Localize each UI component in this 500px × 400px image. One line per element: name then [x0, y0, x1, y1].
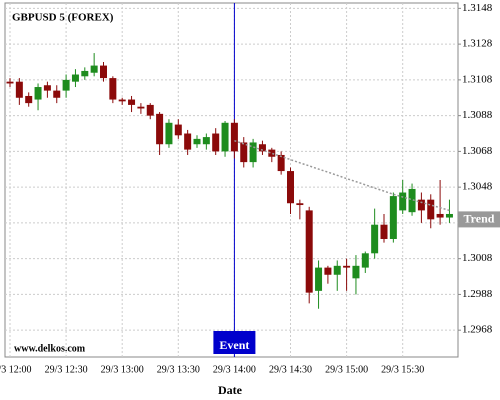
candle-body — [81, 70, 89, 77]
candle-body — [277, 154, 285, 172]
candle-body — [202, 137, 210, 145]
candle-body — [118, 99, 126, 102]
candle-body — [15, 81, 23, 98]
candle-body — [361, 253, 369, 268]
chart-title: GBPUSD 5 (FOREX) — [12, 12, 114, 24]
candle-body — [324, 267, 332, 275]
y-tick-label: 1.3068 — [462, 145, 493, 157]
trend-line — [234, 139, 450, 212]
candle-body — [315, 267, 323, 291]
candle-body — [43, 85, 51, 91]
candle-body — [62, 79, 70, 91]
candle-body — [333, 265, 341, 275]
x-tick-label: 29/3 13:30 — [157, 364, 200, 375]
trend-label: Trend — [464, 212, 495, 226]
candle-body — [399, 192, 407, 211]
y-tick-label: 1.2968 — [462, 324, 493, 336]
x-tick-label: 29/3 15:00 — [325, 364, 368, 375]
candle-body — [221, 122, 229, 152]
y-tick-label: 1.3088 — [462, 109, 493, 121]
candle-body — [240, 142, 248, 163]
candle-body — [389, 196, 397, 239]
candle-body — [352, 265, 360, 279]
candle-body — [287, 171, 294, 204]
candle-body — [305, 210, 313, 293]
x-tick-label: 29/3 14:00 — [213, 364, 256, 375]
y-tick-label: 1.2988 — [462, 288, 493, 300]
x-tick-label: 29/3 12:00 — [0, 364, 32, 375]
candle-body — [268, 149, 276, 157]
watermark: www.delkos.com — [14, 343, 86, 354]
candle-body — [249, 142, 257, 163]
candle-body — [109, 78, 117, 100]
candle-body — [380, 224, 388, 239]
candle-body — [193, 138, 201, 145]
plot-area — [4, 2, 459, 358]
candle-body — [90, 65, 98, 73]
event-box — [213, 331, 256, 354]
candle-body — [6, 81, 14, 84]
candle-body — [137, 106, 145, 109]
y-tick-label: 1.3108 — [462, 73, 493, 85]
candle-body — [371, 224, 379, 254]
candle-body — [427, 199, 435, 220]
candle-body — [100, 65, 107, 79]
candle-body — [258, 144, 266, 152]
y-tick-label: 1.3148 — [462, 2, 493, 14]
x-tick-label: 29/3 15:30 — [381, 364, 424, 375]
candle-body — [184, 133, 192, 150]
y-tick-label: 1.3048 — [462, 181, 493, 193]
candle-body — [230, 122, 238, 152]
candle-body — [436, 213, 444, 218]
candle-body — [212, 133, 220, 152]
candle-body — [417, 199, 425, 211]
x-tick-label: 29/3 14:30 — [269, 364, 312, 375]
trend-box — [458, 211, 500, 228]
candle-body — [25, 95, 33, 104]
candle-body — [343, 265, 351, 268]
candle-body — [174, 124, 182, 136]
event-label: Event — [219, 338, 249, 352]
y-tick-label: 1.3128 — [462, 38, 493, 50]
x-tick-label: 29/3 13:00 — [101, 364, 144, 375]
x-tick-label: 29/3 12:30 — [45, 364, 88, 375]
candle-body — [296, 203, 304, 206]
candle-body — [445, 213, 453, 218]
candle-body — [34, 87, 42, 100]
candle-body — [71, 74, 79, 82]
y-tick-label: 1.3008 — [462, 252, 493, 264]
candle-body — [156, 113, 164, 145]
candle-body — [408, 188, 416, 213]
candle-body — [53, 90, 61, 98]
candle-body — [128, 99, 136, 105]
candle-body — [165, 122, 173, 145]
candle-body — [146, 104, 154, 116]
x-axis-title: Date — [218, 383, 243, 397]
